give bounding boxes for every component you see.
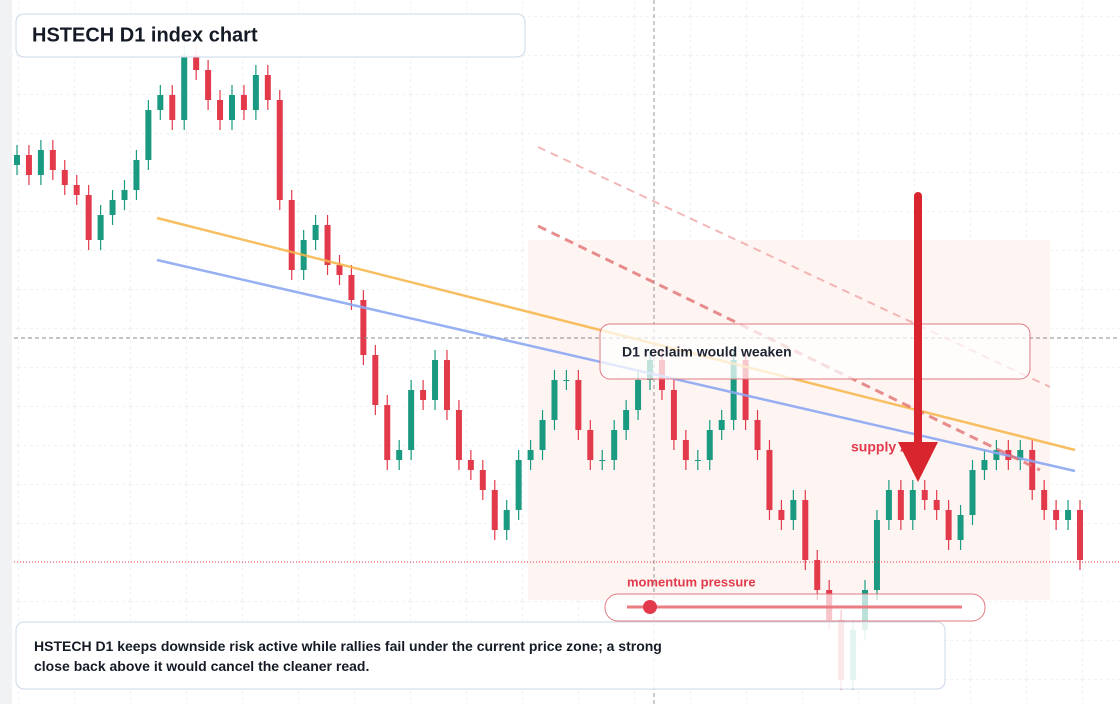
candle-body — [228, 95, 235, 120]
candle-body — [670, 390, 677, 440]
candle-body — [372, 355, 379, 405]
candle-body — [276, 100, 283, 200]
candle-body — [467, 460, 474, 470]
candle-body — [252, 75, 259, 110]
candle-body — [97, 215, 104, 240]
candle-body — [133, 160, 140, 190]
candle-body — [945, 510, 952, 540]
candle-body — [455, 410, 462, 460]
candle-body — [981, 460, 988, 470]
candle-body — [240, 95, 247, 110]
candle-body — [1053, 510, 1060, 520]
candle-body — [1041, 490, 1048, 510]
candle-body — [49, 150, 56, 170]
candle-body — [61, 170, 68, 185]
candle-body — [1065, 510, 1072, 520]
candle-body — [885, 490, 892, 520]
candle-body — [1017, 450, 1024, 460]
candle-body — [730, 360, 737, 420]
candle-body — [312, 225, 319, 240]
candle-body — [790, 500, 797, 520]
candle-body — [443, 360, 450, 410]
candle-body — [969, 470, 976, 515]
arrow-head — [898, 442, 938, 482]
candle-body — [503, 510, 510, 530]
candle-body — [217, 100, 224, 120]
momentum-label: momentum pressure — [627, 574, 756, 589]
candle-body — [193, 55, 200, 70]
candle-body — [563, 380, 570, 381]
momentum-dot — [643, 600, 657, 614]
candle-body — [169, 95, 176, 120]
candle-body — [551, 380, 558, 420]
candle-body — [599, 460, 606, 461]
candle-body — [635, 380, 642, 410]
candle-body — [802, 500, 809, 560]
candle-body — [742, 360, 749, 420]
candle-body — [814, 560, 821, 590]
candle-body — [336, 265, 343, 275]
left-edge — [0, 0, 12, 704]
candle-body — [718, 420, 725, 430]
note-box — [15, 621, 946, 690]
candle-body — [921, 490, 928, 500]
candle-body — [539, 420, 546, 450]
note-text: HSTECH D1 keeps downside risk active whi… — [34, 638, 662, 674]
candle-body — [491, 490, 498, 530]
candle-body — [706, 430, 713, 460]
candle-body — [766, 450, 773, 510]
candle-body — [909, 490, 916, 520]
candle-body — [396, 450, 403, 460]
title-box — [15, 13, 526, 58]
candle-body — [145, 110, 152, 160]
candle-body — [14, 155, 20, 165]
candle-body — [754, 420, 761, 450]
note-wrap: HSTECH D1 keeps downside risk active whi… — [34, 638, 662, 674]
candle-body — [682, 440, 689, 460]
callout-text: D1 reclaim would weaken — [622, 344, 792, 360]
candle-body — [778, 510, 785, 520]
candle-body — [993, 450, 1000, 460]
candle-body — [348, 275, 355, 300]
candle-body — [264, 75, 271, 100]
candle-body — [25, 155, 32, 175]
candle-body — [205, 70, 212, 100]
channel-outer — [537, 146, 1051, 388]
candle-body — [515, 460, 522, 510]
candle-body — [957, 515, 964, 540]
callout-box — [599, 323, 1031, 380]
candle-body — [324, 225, 331, 265]
candle-body — [121, 190, 128, 200]
candle-body — [360, 300, 367, 355]
candle-body — [575, 380, 582, 430]
candle-body — [933, 500, 940, 510]
candle-body — [527, 450, 534, 460]
candle-body — [432, 360, 439, 400]
candle-body — [157, 95, 164, 110]
channel-upper — [537, 224, 1041, 472]
chart-title: HSTECH D1 index chart — [32, 24, 258, 46]
candle-body — [384, 405, 391, 460]
candle-body — [623, 410, 630, 430]
candle-body — [611, 430, 618, 460]
supply-zone — [528, 240, 1050, 600]
candle-body — [85, 195, 92, 240]
candle-body — [479, 470, 486, 490]
candle-body — [587, 430, 594, 460]
candle-body — [408, 390, 415, 450]
candle-body — [694, 460, 701, 461]
candle-body — [181, 55, 188, 120]
candle-body — [109, 200, 116, 215]
candle-body — [73, 185, 80, 195]
candle-body — [420, 390, 427, 400]
candle-body — [288, 200, 295, 270]
candle-body — [1077, 510, 1083, 560]
candle-body — [37, 150, 44, 175]
candle-body — [873, 520, 880, 590]
candle-body — [1029, 450, 1036, 490]
candle-body — [897, 490, 904, 520]
